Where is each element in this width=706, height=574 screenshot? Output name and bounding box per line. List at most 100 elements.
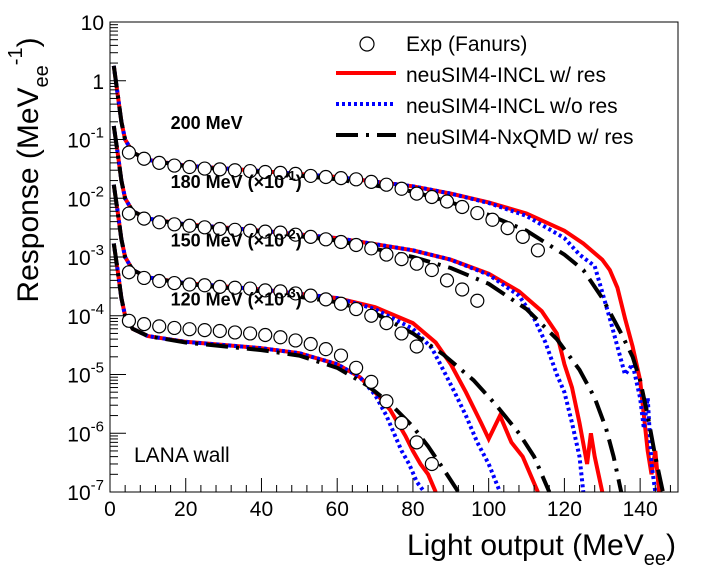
annotation-lana-wall: LANA wall — [134, 444, 230, 467]
exp-point — [394, 326, 409, 341]
exp-point — [303, 168, 318, 184]
exp-point — [136, 317, 152, 332]
series-group — [111, 184, 552, 492]
exp-point — [212, 279, 227, 294]
x-tick-label: 100 — [471, 498, 506, 521]
x-tick-label: 0 — [104, 498, 116, 521]
legend-label: neuSIM4-INCL w/ res — [406, 64, 606, 87]
exp-point — [273, 165, 288, 181]
exp-point — [182, 218, 197, 233]
exp-point — [379, 394, 394, 409]
series-group — [111, 65, 665, 492]
series-layer — [111, 65, 665, 492]
exp-point — [333, 348, 349, 363]
exp-point — [439, 194, 455, 209]
exp-point — [515, 229, 530, 244]
exp-point — [379, 247, 394, 262]
exp-point — [303, 288, 318, 303]
exp-point — [364, 241, 379, 256]
legend-label: neuSIM4-NxQMD w/ res — [406, 126, 634, 149]
exp-point — [409, 339, 424, 354]
exp-point — [470, 205, 485, 221]
exp-point — [379, 177, 394, 192]
exp-point — [333, 296, 349, 311]
exp-point — [258, 283, 273, 298]
exp-point — [364, 308, 379, 323]
series-group — [111, 243, 461, 492]
exp-point — [121, 265, 137, 280]
legend-label: Exp (Fanurs) — [406, 33, 527, 56]
exp-point — [136, 270, 152, 286]
x-tick-label: 80 — [401, 498, 424, 521]
energy-label: 150 MeV (×10-2) — [171, 227, 302, 251]
exp-point — [197, 220, 212, 235]
x-tick-label: 60 — [326, 498, 349, 521]
y-tick-label: 1 — [92, 71, 104, 94]
legend-entry: neuSIM4-INCL w/o res — [336, 95, 618, 118]
exp-point — [167, 158, 182, 173]
y-tick-label: 10-3 — [67, 242, 104, 270]
exp-point — [227, 280, 243, 295]
exp-point — [273, 330, 288, 345]
exp-point — [409, 435, 424, 450]
y-axis-title: Response (MeVee-1) — [5, 37, 53, 302]
exp-point — [485, 212, 500, 227]
exp-point — [197, 322, 212, 338]
exp-point — [288, 286, 303, 301]
y-tick-label: 10 — [81, 12, 104, 35]
exp-point — [152, 319, 167, 334]
exp-point — [243, 223, 258, 238]
exp-point — [152, 155, 167, 170]
exp-point — [424, 189, 439, 205]
exp-point — [439, 273, 455, 288]
series-line-incl-nores — [111, 243, 426, 492]
exp-point — [227, 222, 243, 237]
exp-point — [243, 163, 258, 179]
exp-point — [530, 243, 545, 258]
exp-point — [409, 186, 424, 201]
exp-point — [258, 224, 273, 239]
exp-point — [318, 292, 333, 307]
exp-point — [455, 282, 470, 297]
exp-point — [394, 252, 409, 267]
exp-point — [318, 342, 333, 357]
y-tick-label: 10-5 — [67, 360, 104, 388]
exp-point — [121, 313, 137, 328]
y-tick-label: 10-1 — [67, 125, 104, 153]
exp-point — [288, 227, 303, 242]
exp-point — [197, 278, 212, 293]
exp-point — [349, 172, 364, 187]
exp-point — [243, 281, 258, 296]
exp-point — [303, 229, 318, 244]
exp-point — [364, 374, 379, 389]
x-axis-title: Light output (MeVee) — [407, 529, 676, 570]
exp-point — [273, 225, 288, 240]
exp-point — [424, 456, 439, 472]
exp-point — [152, 273, 167, 289]
exp-point — [227, 325, 243, 340]
exp-point — [349, 360, 364, 375]
exp-point — [121, 145, 137, 160]
exp-point — [167, 320, 182, 336]
exp-point — [197, 161, 212, 176]
exp-point — [333, 171, 349, 186]
exp-point — [227, 163, 243, 178]
legend-entry: neuSIM4-INCL w/ res — [336, 64, 606, 87]
exp-point — [212, 221, 227, 237]
exp-point — [349, 237, 364, 253]
exp-point — [212, 323, 227, 339]
exp-point — [394, 181, 409, 196]
energy-label: 180 MeV (×10-1) — [171, 168, 302, 192]
legend-entry: Exp (Fanurs) — [359, 33, 527, 56]
exp-point — [121, 206, 137, 221]
exp-point — [152, 215, 167, 230]
exp-point — [379, 315, 394, 331]
exp-point — [364, 174, 379, 189]
y-tick-label: 10-4 — [67, 301, 104, 329]
series-line-incl-nores — [111, 125, 586, 492]
exp-point — [212, 162, 227, 177]
exp-point — [349, 301, 364, 317]
exp-point — [182, 277, 197, 292]
energy-label: 120 MeV (×10-3) — [171, 285, 302, 309]
